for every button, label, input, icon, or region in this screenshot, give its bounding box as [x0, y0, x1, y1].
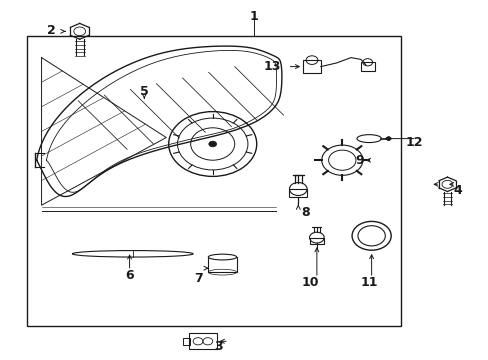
Bar [360, 62, 374, 71]
Text: 2: 2 [47, 24, 56, 37]
Bar [303, 60, 320, 73]
Text: 5: 5 [140, 85, 148, 98]
Text: 6: 6 [125, 269, 134, 282]
Ellipse shape [208, 254, 236, 260]
Bar [208, 257, 236, 272]
Circle shape [208, 141, 216, 147]
Text: 1: 1 [249, 10, 258, 23]
Text: 13: 13 [263, 60, 281, 73]
Bar [189, 333, 216, 349]
Text: 4: 4 [452, 184, 461, 197]
Bar [309, 238, 324, 244]
Text: 3: 3 [213, 340, 222, 353]
Text: 9: 9 [355, 154, 364, 167]
Text: 8: 8 [301, 206, 309, 219]
Text: 10: 10 [301, 276, 319, 289]
Text: 7: 7 [194, 273, 203, 285]
Bar [27, 36, 400, 326]
Text: 11: 11 [360, 276, 377, 289]
Bar [183, 338, 189, 345]
Circle shape [386, 137, 390, 140]
Bar [289, 189, 306, 197]
Text: 12: 12 [405, 136, 422, 149]
